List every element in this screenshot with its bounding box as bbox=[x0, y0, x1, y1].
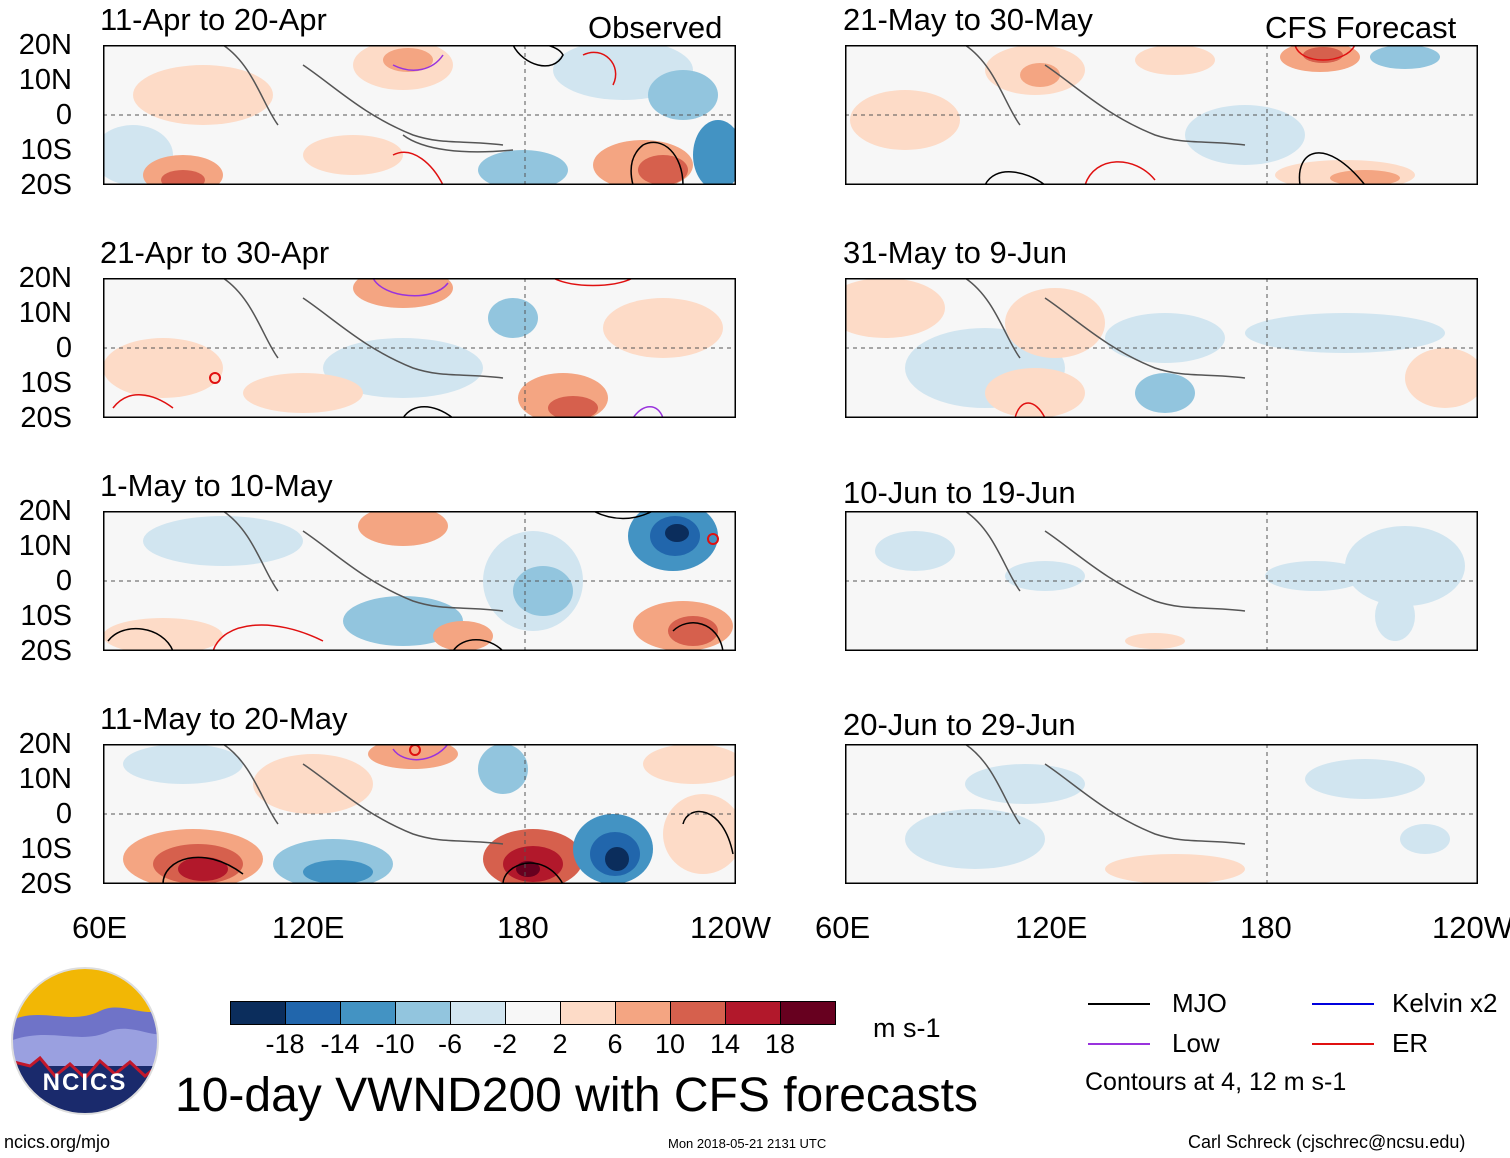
lat-label: 10N bbox=[18, 64, 72, 96]
map-panel-fcst-3 bbox=[845, 511, 1478, 651]
colorbar-tick-label: -6 bbox=[437, 1029, 462, 1059]
lat-label: 20N bbox=[18, 495, 72, 527]
logo-text: NCICS bbox=[42, 1069, 128, 1096]
colorbar-cell bbox=[615, 1001, 671, 1025]
lat-label: 20S bbox=[20, 169, 72, 201]
lon-label: 180 bbox=[497, 910, 549, 945]
colorbar-cell bbox=[285, 1001, 341, 1025]
map-panel-fcst-2 bbox=[845, 278, 1478, 418]
lat-label: 20N bbox=[18, 29, 72, 61]
panel-title-fcst-2: 31-May to 9-Jun bbox=[843, 235, 1067, 270]
colorbar-tick-label: 10 bbox=[654, 1029, 686, 1059]
colorbar-cell bbox=[395, 1001, 451, 1025]
panel-title-obs-4: 11-May to 20-May bbox=[100, 701, 348, 736]
lat-label: 10S bbox=[20, 600, 72, 632]
map-panel-obs-4 bbox=[103, 744, 736, 884]
legend-label-kelvin: Kelvin x2 bbox=[1392, 988, 1498, 1018]
legend-label-mjo: MJO bbox=[1172, 988, 1227, 1018]
colorbar-cell bbox=[505, 1001, 561, 1025]
map-panel-fcst-4 bbox=[845, 744, 1478, 884]
panel-title-fcst-3: 10-Jun to 19-Jun bbox=[843, 475, 1076, 510]
lat-label: 0 bbox=[55, 99, 72, 131]
lon-label: 120E bbox=[1015, 910, 1088, 945]
ncics-logo: NCICS bbox=[10, 966, 160, 1116]
author-credit: Carl Schreck (cjschrec@ncsu.edu) bbox=[1188, 1132, 1466, 1152]
map-panel-obs-1 bbox=[103, 45, 736, 185]
legend-label-er: ER bbox=[1392, 1028, 1429, 1058]
lat-label: 20S bbox=[20, 402, 72, 434]
cfs-forecast-label: CFS Forecast bbox=[1265, 10, 1457, 45]
colorbar-tick-label: 18 bbox=[764, 1029, 796, 1059]
lat-label: 10N bbox=[18, 763, 72, 795]
lat-label: 10N bbox=[18, 297, 72, 329]
map-panel-fcst-1 bbox=[845, 45, 1478, 185]
lat-label: 10N bbox=[18, 530, 72, 562]
colorbar-cell bbox=[450, 1001, 506, 1025]
lat-label: 20S bbox=[20, 635, 72, 667]
panel-title-obs-3: 1-May to 10-May bbox=[100, 468, 333, 503]
colorbar-tick-label: 2 bbox=[552, 1029, 568, 1059]
figure-title: 10-day VWND200 with CFS forecasts bbox=[175, 1069, 978, 1122]
panel-title-fcst-4: 20-Jun to 29-Jun bbox=[843, 707, 1076, 742]
lon-label: 60E bbox=[815, 910, 871, 945]
panel-title-fcst-1: 21-May to 30-May bbox=[843, 2, 1093, 37]
map-panel-obs-2 bbox=[103, 278, 736, 418]
lat-label: 0 bbox=[55, 565, 72, 597]
lat-label: 10S bbox=[20, 367, 72, 399]
colorbar-tick-label: -14 bbox=[320, 1029, 360, 1059]
lat-label: 20S bbox=[20, 868, 72, 900]
lat-label: 20N bbox=[18, 728, 72, 760]
website-link[interactable]: ncics.org/mjo bbox=[4, 1132, 111, 1152]
observed-label: Observed bbox=[588, 10, 723, 45]
legend-swatch-er bbox=[1312, 1043, 1374, 1045]
lat-label: 0 bbox=[55, 798, 72, 830]
colorbar-tick-label: 14 bbox=[709, 1029, 741, 1059]
lat-label: 20N bbox=[18, 262, 72, 294]
legend-label-low: Low bbox=[1172, 1028, 1220, 1058]
colorbar-tick-label: -2 bbox=[492, 1029, 517, 1059]
legend-swatch-mjo bbox=[1088, 1003, 1150, 1005]
colorbar-tick-label: -10 bbox=[375, 1029, 415, 1059]
colorbar-tick-label: 6 bbox=[607, 1029, 623, 1059]
timestamp: Mon 2018-05-21 2131 UTC bbox=[668, 1136, 827, 1151]
colorbar-cell bbox=[560, 1001, 616, 1025]
lat-label: 10S bbox=[20, 833, 72, 865]
colorbar-cell bbox=[725, 1001, 781, 1025]
lat-label: 10S bbox=[20, 134, 72, 166]
colorbar-cell bbox=[230, 1001, 286, 1025]
legend-swatch-kelvin bbox=[1312, 1003, 1374, 1005]
lat-label: 0 bbox=[55, 332, 72, 364]
panel-title-obs-1: 11-Apr to 20-Apr bbox=[100, 2, 327, 37]
panel-title-obs-2: 21-Apr to 30-Apr bbox=[100, 235, 330, 270]
colorbar-cell bbox=[780, 1001, 836, 1025]
colorbar-units: m s-1 bbox=[873, 1013, 941, 1043]
colorbar-cell bbox=[670, 1001, 726, 1025]
legend-swatch-low bbox=[1088, 1043, 1150, 1045]
lon-label: 180 bbox=[1240, 910, 1292, 945]
lon-label: 120W bbox=[1432, 910, 1510, 945]
map-panel-obs-3 bbox=[103, 511, 736, 651]
lon-label: 120W bbox=[690, 910, 771, 945]
lon-label: 60E bbox=[72, 910, 128, 945]
colorbar-tick-label: -18 bbox=[265, 1029, 305, 1059]
contour-note: Contours at 4, 12 m s-1 bbox=[1085, 1068, 1347, 1096]
colorbar-cell bbox=[340, 1001, 396, 1025]
lon-label: 120E bbox=[272, 910, 345, 945]
